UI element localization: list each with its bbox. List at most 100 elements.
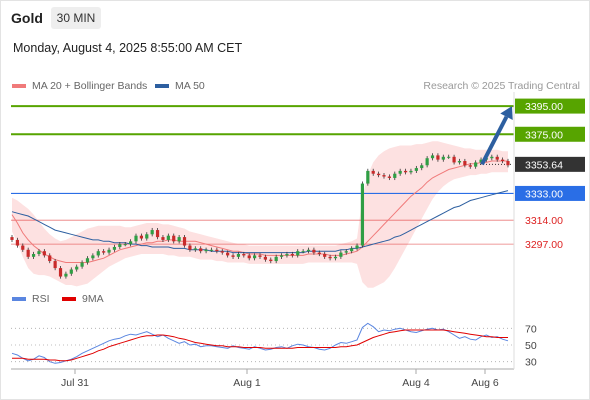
candle-body <box>172 235 176 242</box>
x-axis-tick-label: Aug 6 <box>471 377 499 389</box>
candle-body <box>155 230 160 238</box>
legend-rsi: RSI <box>12 293 50 305</box>
candle-body <box>220 251 224 253</box>
timeframe-button[interactable]: 30 MIN <box>51 7 101 29</box>
candle-body <box>26 249 30 257</box>
candle-body <box>360 183 365 246</box>
bollinger-band <box>12 141 508 288</box>
legend-ma9-label: 9MA <box>82 293 104 305</box>
legend-ma50-swatch <box>155 84 169 88</box>
candle-body <box>247 255 251 259</box>
candle-body <box>253 255 257 259</box>
candle-body <box>53 261 57 269</box>
candle-body <box>193 248 197 250</box>
candle-body <box>31 254 36 257</box>
candle-body <box>123 244 127 246</box>
minor-level-label: 3314.00 <box>525 215 563 227</box>
candle-body <box>258 255 262 257</box>
candle-body <box>447 156 451 158</box>
candle-body <box>452 156 456 163</box>
candle-body <box>436 155 440 160</box>
candle-body <box>85 258 90 263</box>
candle-body <box>204 249 208 252</box>
current-price-label: 3353.64 <box>525 159 563 171</box>
candle-body <box>75 266 79 270</box>
candle-body <box>506 161 510 166</box>
legend-rsi-label: RSI <box>32 293 50 305</box>
candle-body <box>457 161 462 163</box>
candle-body <box>91 255 95 259</box>
candle-body <box>495 156 499 160</box>
candle-body <box>15 239 19 246</box>
projection-arrow-head <box>500 106 513 120</box>
candle-body <box>48 255 52 262</box>
legend-ma20-swatch <box>12 84 26 88</box>
candle-body <box>236 254 241 257</box>
research-credit: Research © 2025 Trading Central <box>423 80 580 92</box>
candle-body <box>409 170 413 173</box>
candle-body <box>393 173 397 178</box>
candle-body <box>112 246 117 250</box>
candle-body <box>177 237 181 242</box>
candle-body <box>145 234 149 239</box>
candle-body <box>242 254 246 256</box>
support-tag <box>515 185 585 201</box>
current-price-tag <box>515 156 585 172</box>
candle-body <box>80 262 84 267</box>
legend-ma9: 9MA <box>62 293 104 305</box>
rsi-tick-label: 30 <box>525 357 537 369</box>
candle-body <box>387 176 391 178</box>
candle-body <box>10 237 14 240</box>
candle-body <box>58 268 63 277</box>
candle-body <box>150 230 154 235</box>
rsi-ma9-line <box>12 329 508 362</box>
candle-body <box>37 251 41 255</box>
candle-body <box>209 249 214 251</box>
candle-body <box>290 254 294 256</box>
candle-body <box>269 259 273 262</box>
candle-body <box>441 156 445 160</box>
ma50-line <box>11 190 509 254</box>
candle-body <box>161 237 165 240</box>
legend-rsi-swatch <box>12 297 26 301</box>
candle-body <box>490 156 494 159</box>
candle-body <box>312 249 316 253</box>
candle-body <box>301 251 305 253</box>
candle-body <box>279 255 284 257</box>
rsi-line <box>11 322 509 364</box>
x-axis-tick-label: Aug 4 <box>402 377 430 389</box>
candle-body <box>398 170 402 174</box>
candle-body <box>371 170 375 174</box>
candle-body <box>64 273 68 277</box>
resistance-label: 3395.00 <box>525 101 563 113</box>
x-axis-tick-label: Aug 1 <box>233 377 261 389</box>
candle-body <box>118 244 122 247</box>
candle-body <box>474 162 478 167</box>
candle-body <box>425 158 429 166</box>
candle-body <box>102 251 106 253</box>
candle-body <box>226 252 230 256</box>
candle-body <box>328 256 332 259</box>
candle-body <box>420 165 424 169</box>
candle-body <box>350 248 354 252</box>
candle-body <box>479 159 483 163</box>
candle-body <box>323 254 327 257</box>
candle-body <box>377 173 381 176</box>
candle-body <box>366 170 370 184</box>
minor-level-label: 3297.00 <box>525 239 563 251</box>
candle-body <box>263 256 267 260</box>
projection-arrow-shaft <box>480 115 509 166</box>
candle-body <box>317 252 321 255</box>
candle-body <box>463 161 467 166</box>
candle-body <box>285 254 289 256</box>
resistance-tag <box>515 126 585 142</box>
candle-body <box>96 251 100 256</box>
candle-body <box>344 251 348 253</box>
candle-body <box>42 251 46 256</box>
candle-body <box>296 251 300 256</box>
resistance-tag <box>515 98 585 114</box>
candle-body <box>199 248 203 252</box>
support-label: 3333.00 <box>525 188 563 200</box>
legend-ma50: MA 50 <box>155 80 205 92</box>
rsi-tick-label: 70 <box>525 323 537 335</box>
